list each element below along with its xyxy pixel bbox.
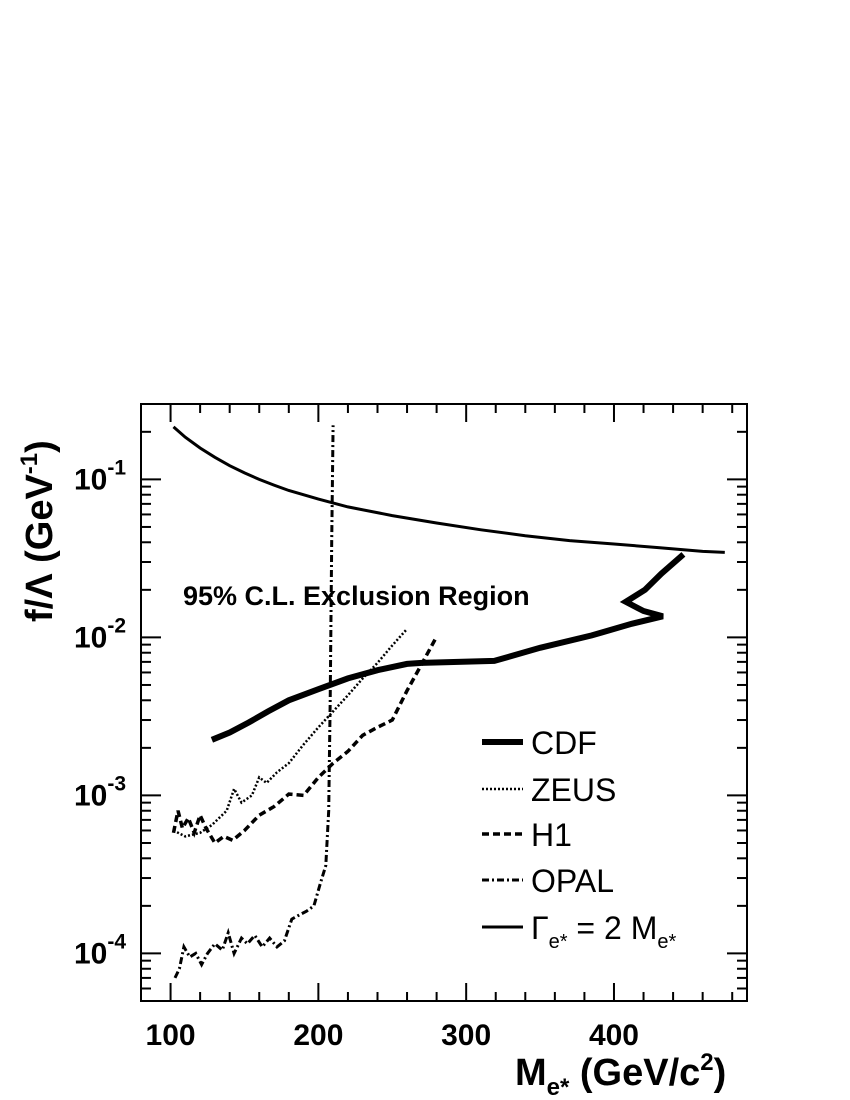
series-line-h1 <box>171 635 439 846</box>
y-axis-title-main: f/Λ (GeV <box>19 474 61 622</box>
legend-label-h1: H1 <box>531 817 572 853</box>
series-line-cdf <box>210 552 686 743</box>
x-ticks <box>140 404 734 1001</box>
x-axis-title: Me* (GeV/c2) <box>515 1049 726 1100</box>
series-line-width-curve <box>172 425 725 554</box>
x-axis-title-main: M <box>515 1052 547 1094</box>
legend-label-part: e* <box>549 931 568 953</box>
y-tick-labels: 10-410-310-210-1 <box>74 456 126 970</box>
x-tick-label: 300 <box>441 1019 491 1052</box>
series-line-zeus <box>172 628 408 838</box>
legend-label-width-curve: Γe* = 2 Me* <box>531 910 676 953</box>
legend-label-part: Γ <box>531 910 549 946</box>
y-axis-title: f/Λ (GeV-1) <box>16 440 61 622</box>
legend-label-zeus: ZEUS <box>531 772 616 808</box>
y-tick-label-exponent: -2 <box>107 614 126 637</box>
y-tick-label: 10-1 <box>74 456 126 496</box>
y-tick-label-exponent: -1 <box>107 456 126 479</box>
y-tick-label: 10-2 <box>74 614 126 654</box>
series-line-opal <box>173 425 335 979</box>
legend-label-part: = 2 M <box>568 910 658 946</box>
y-ticks <box>141 403 747 1002</box>
x-tick-label: 200 <box>293 1019 343 1052</box>
y-tick-label-exponent: -4 <box>107 930 126 953</box>
legend-label-opal: OPAL <box>531 863 614 899</box>
plot-frame <box>140 403 748 1002</box>
y-tick-label-base: 10 <box>74 463 107 496</box>
series-lines <box>171 425 725 979</box>
y-tick-label-exponent: -3 <box>107 772 126 795</box>
x-axis-title-unit: (GeV/c <box>569 1052 700 1094</box>
legend: CDF ZEUS H1 OPAL Γe* = 2 Me* <box>482 725 676 953</box>
y-tick-label: 10-3 <box>74 772 126 812</box>
y-tick-label-base: 10 <box>74 937 107 970</box>
x-tick-labels: 100 200 300 400 <box>146 1019 639 1052</box>
exclusion-region-label: 95% C.L. Exclusion Region <box>183 581 530 611</box>
x-axis-title-subscript: e* <box>547 1074 570 1100</box>
y-tick-label-base: 10 <box>74 621 107 654</box>
y-tick-label: 10-4 <box>74 930 126 970</box>
y-axis-title-close: ) <box>19 440 61 453</box>
x-tick-label: 400 <box>589 1019 639 1052</box>
y-axis-title-superscript: -1 <box>16 453 43 474</box>
x-tick-label: 100 <box>146 1019 196 1052</box>
legend-label-cdf: CDF <box>531 725 597 761</box>
x-axis-title-superscript: 2 <box>700 1049 713 1076</box>
y-tick-label-base: 10 <box>74 779 107 812</box>
x-axis-title-close: ) <box>714 1052 727 1094</box>
legend-label-part: e* <box>657 931 676 953</box>
